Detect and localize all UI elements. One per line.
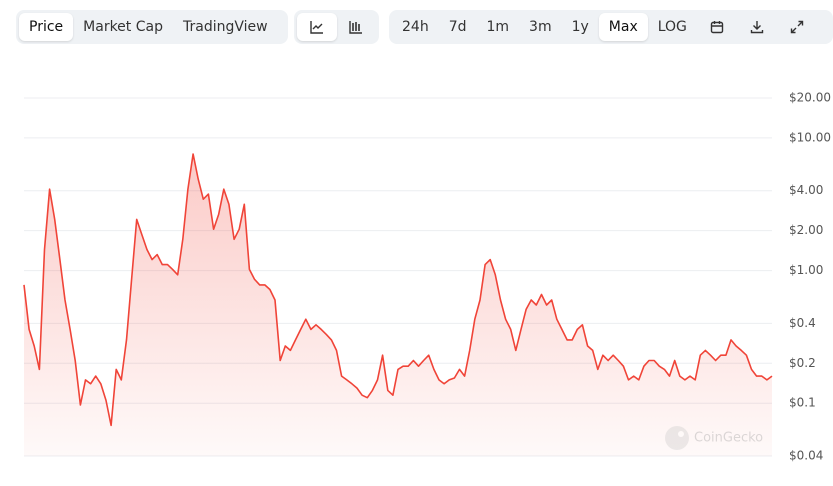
watermark-text: CoinGecko	[694, 431, 763, 446]
range-button[interactable]: 24h	[392, 13, 439, 41]
fullscreen-button[interactable]	[777, 13, 817, 41]
icon	[750, 21, 764, 34]
range-tabs: 24h 7d 1m 3m 1y Max LOG	[389, 10, 833, 44]
icon	[790, 20, 804, 34]
icon	[710, 21, 724, 34]
view-tab[interactable]: Market Cap	[73, 13, 173, 41]
range-button[interactable]: 1y	[562, 13, 599, 41]
y-tick-label: $0.4	[789, 316, 816, 330]
area-fill	[24, 154, 772, 456]
candle-chart-button[interactable]	[337, 13, 377, 41]
line-chart-button[interactable]	[297, 13, 337, 41]
y-tick-label: $0.04	[789, 449, 823, 463]
y-tick-label: $4.00	[789, 183, 823, 197]
icon	[349, 21, 363, 34]
y-tick-label: $20.00	[789, 91, 831, 105]
range-button[interactable]: Max	[598, 13, 648, 41]
view-tabs: Price Market Cap TradingView	[16, 10, 288, 44]
y-tick-label: $10.00	[789, 130, 831, 144]
chart-style	[294, 10, 379, 44]
y-tick-label: $0.1	[789, 396, 816, 410]
download-button[interactable]	[737, 13, 777, 41]
price-line	[23, 153, 773, 427]
y-tick-label: $1.00	[789, 263, 823, 277]
view-tab[interactable]: Price	[19, 13, 74, 41]
calendar-button[interactable]	[697, 13, 737, 41]
range-buttons: 24h 7d 1m 3m 1y Max LOG	[392, 13, 697, 41]
icon	[310, 21, 323, 34]
range-button[interactable]: 7d	[439, 13, 477, 41]
range-button[interactable]: 1m	[476, 13, 519, 41]
y-tick-label: $0.2	[789, 356, 816, 370]
watermark: CoinGecko	[665, 426, 763, 450]
y-tick-label: $2.00	[789, 223, 823, 237]
range-button[interactable]: 3m	[519, 13, 562, 41]
log-toggle[interactable]: LOG	[648, 13, 697, 41]
view-tab[interactable]: TradingView	[173, 13, 278, 41]
